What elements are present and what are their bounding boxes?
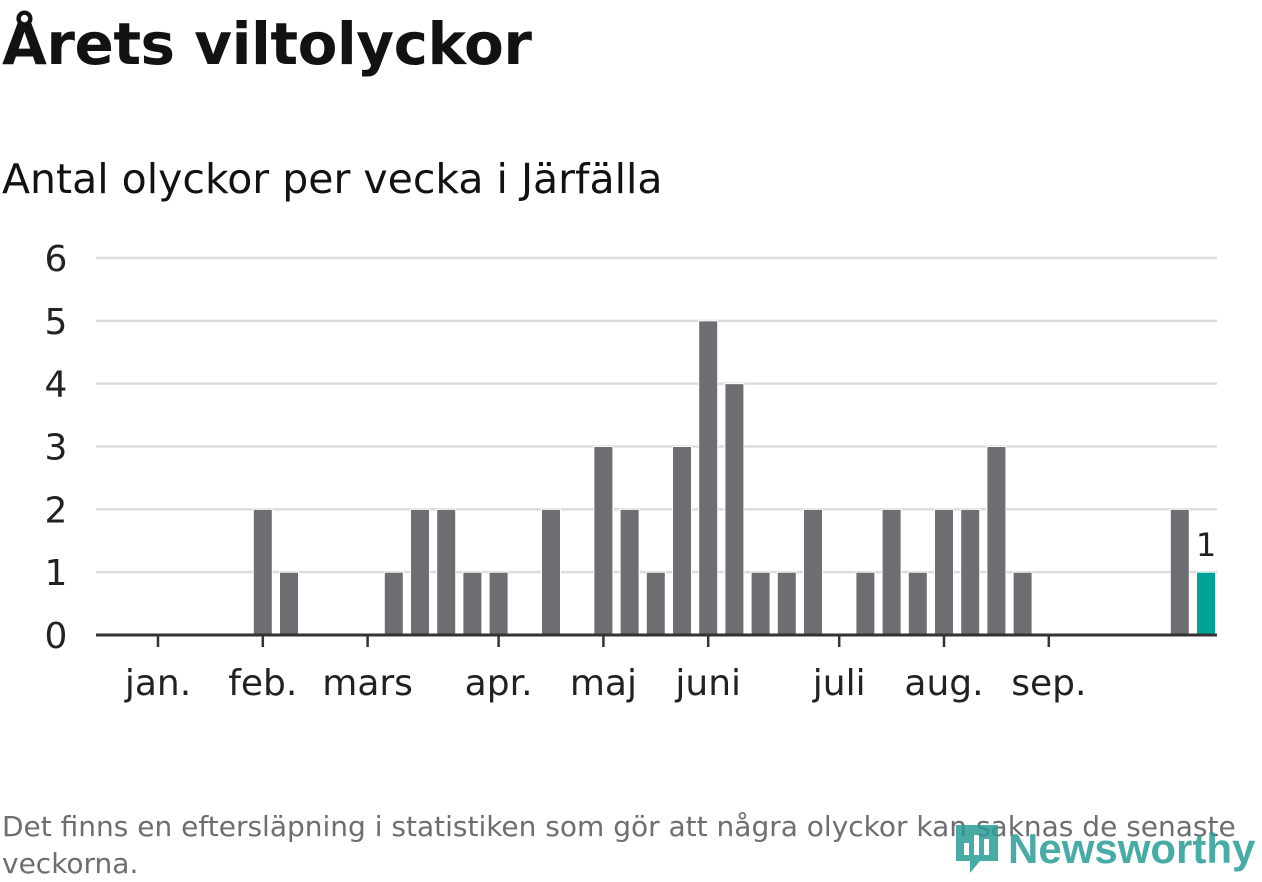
chart-subtitle: Antal olyckor per vecka i Järfälla [2,155,663,203]
bar [645,571,666,636]
bar [881,508,902,636]
y-tick-label: 3 [45,428,68,469]
bar [462,571,483,636]
bar [698,320,719,636]
x-tick-label: apr. [465,663,533,704]
bar [593,446,614,636]
chart-title: Årets viltolyckor [2,10,532,78]
bar [803,508,823,636]
bar-highlight [1196,571,1216,636]
x-axis [96,633,1217,647]
y-tick-label: 1 [45,553,68,594]
x-tick-label: juni [674,663,741,704]
bar [541,508,561,636]
bar-chart: 0 1 2 3 4 5 6 1 jan. feb. mars apr. maj juni juli aug. s… [45,239,1217,704]
x-tick-label: mars [322,663,413,704]
bar [436,508,457,636]
y-tick-label: 0 [45,616,68,657]
footnote: Det finns en eftersläpning i statistiken… [2,810,1236,880]
data-label: 1 [1196,526,1216,564]
bar [488,571,509,636]
axis-labels: 0 1 2 3 4 5 6 1 jan. feb. mars apr. maj juni juli aug. s… [45,239,1217,704]
bar [986,446,1007,636]
bar [672,446,692,636]
x-tick-label: juli [812,663,866,704]
bar [279,571,299,636]
x-tick-label: maj [570,663,637,704]
y-tick-label: 6 [45,239,68,280]
x-tick-label: feb. [228,663,297,704]
x-tick-label: sep. [1011,663,1086,704]
bar [383,571,404,636]
brand-logo: Newsworthy [952,818,1255,880]
bar [410,508,430,636]
bar [619,508,640,636]
x-tick-label: jan. [124,663,191,704]
bar [907,571,928,636]
bar [1012,571,1033,636]
x-tick-label: aug. [904,663,983,704]
y-tick-label: 4 [45,365,68,406]
bars [252,320,1216,636]
bar [776,571,797,636]
bar [960,508,981,636]
bar [934,508,954,636]
bar [1169,508,1190,636]
newsworthy-logo-icon [956,825,998,873]
bar [724,383,745,636]
bar [750,571,771,636]
y-tick-label: 2 [45,490,68,531]
brand-name: Newsworthy [1008,825,1256,872]
bar [252,508,273,636]
bar [855,571,876,636]
y-tick-label: 5 [45,302,68,343]
